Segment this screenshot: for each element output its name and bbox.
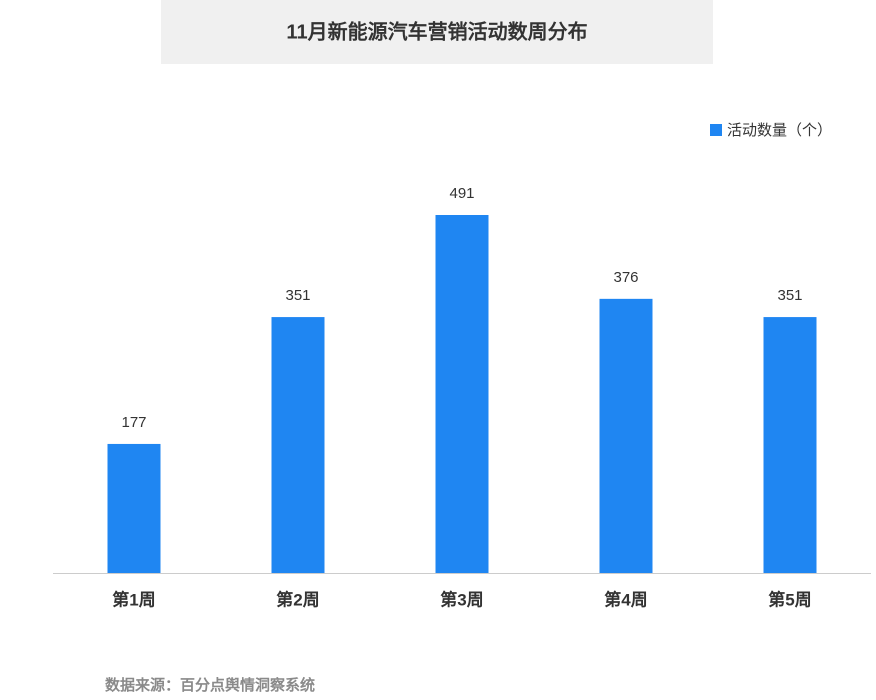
x-tick-label: 第2周 [276,589,319,609]
title-box [161,0,713,64]
value-label: 491 [449,185,474,202]
legend-label: 活动数量（个） [727,122,832,139]
legend-swatch [710,124,722,136]
bar [763,317,817,573]
source-note: 数据来源：百分点舆情洞察系统 [105,676,315,694]
bar [435,215,489,573]
bar [271,317,325,573]
chart-title: 11月新能源汽车营销活动数周分布 [286,19,587,43]
value-label: 376 [613,269,638,286]
bar [107,443,161,573]
x-tick-label: 第3周 [440,589,483,609]
value-label: 351 [285,287,310,304]
x-tick-label: 第5周 [768,589,811,609]
value-label: 177 [121,414,146,431]
x-tick-label: 第1周 [112,589,155,609]
bar [599,298,653,573]
value-label: 351 [777,287,802,304]
x-tick-label: 第4周 [604,589,647,609]
